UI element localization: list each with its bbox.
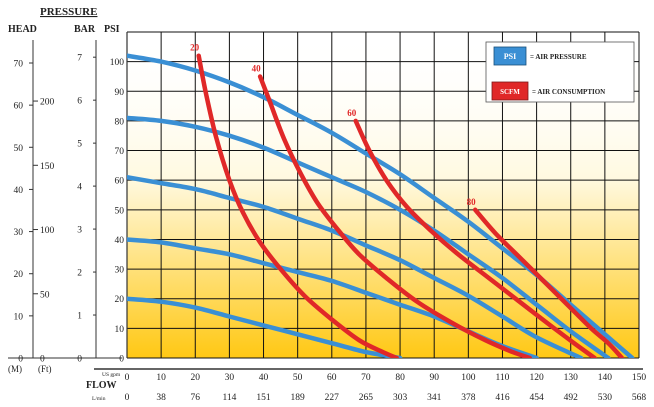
- psi-tick-label: 70: [115, 147, 125, 157]
- lmin-tick-label: 114: [222, 393, 236, 403]
- psi-curve-20: [127, 296, 403, 358]
- scfm-curve-20: [196, 53, 399, 358]
- scfm-curve-60: [353, 118, 597, 358]
- head-label: HEAD: [8, 24, 37, 35]
- unit-ft-label: (Ft): [38, 364, 52, 374]
- lmin-tick-label: 530: [598, 393, 613, 403]
- lmin-tick-label: 76: [191, 393, 201, 403]
- psi-label: PSI: [104, 24, 120, 35]
- head-ft-tick-label: 200: [40, 98, 55, 108]
- head-m-tick-label: 70: [14, 59, 24, 69]
- lmin-tick-label: 38: [156, 393, 166, 403]
- head-ft-tick-label: 50: [40, 290, 50, 300]
- bar-label: BAR: [74, 24, 96, 35]
- scfm-curve-40: [257, 74, 533, 358]
- gpm-tick-label: 150: [632, 373, 647, 383]
- head-ft-tick-label: 100: [40, 226, 55, 236]
- head-m-tick-label: 40: [14, 186, 24, 196]
- legend-scfm-swatch: [491, 81, 529, 101]
- gpm-tick-label: 130: [564, 373, 579, 383]
- lmin-tick-label: 378: [461, 393, 476, 403]
- series-lines: [127, 53, 635, 358]
- legend-scfm-swatch-text: SCFM: [500, 88, 520, 96]
- lmin-tick-label: 227: [325, 393, 340, 403]
- lmin-tick-label: 189: [291, 393, 306, 403]
- psi-tick-label: 0: [119, 355, 124, 365]
- lmin-tick-label: 454: [529, 393, 544, 403]
- usgpm-label: US gpm: [102, 372, 121, 378]
- scfm-label-40: 40: [252, 63, 262, 73]
- psi-tick-label: 20: [115, 295, 125, 305]
- legend-scfm-text: = AIR CONSUMPTION: [532, 88, 605, 96]
- scfm-label-60: 60: [347, 108, 357, 118]
- psi-curve-80: [127, 115, 611, 358]
- gpm-tick-label: 30: [225, 373, 235, 383]
- psi-tick-label: 40: [115, 236, 125, 246]
- bar-tick-label: 7: [77, 54, 82, 64]
- lmin-tick-label: 492: [564, 393, 579, 403]
- bar-tick-label: 2: [77, 269, 82, 279]
- legend-psi-swatch: [493, 46, 527, 66]
- gpm-tick-label: 50: [293, 373, 303, 383]
- gpm-tick-label: 0: [125, 373, 130, 383]
- psi-tick-label: 90: [115, 88, 125, 98]
- bar-tick-label: 1: [77, 312, 82, 322]
- lmin-tick-label: 151: [256, 393, 271, 403]
- axes: 0102030405060708090100012345670102030405…: [8, 32, 646, 403]
- lmin-tick-label: 0: [125, 393, 130, 403]
- head-m-tick-label: 50: [14, 144, 24, 154]
- legend-psi-swatch-text: PSI: [504, 52, 516, 61]
- psi-tick-label: 10: [115, 325, 125, 335]
- scfm-label-20: 20: [190, 43, 200, 53]
- psi-tick-label: 50: [115, 206, 125, 216]
- head-ft-tick-label: 150: [40, 162, 55, 172]
- psi-tick-label: 80: [115, 117, 125, 127]
- bar-tick-label: 4: [77, 183, 82, 193]
- bar-tick-label: 5: [77, 140, 82, 150]
- gpm-tick-label: 80: [395, 373, 405, 383]
- bar-tick-label: 6: [77, 97, 82, 107]
- lmin-tick-label: 341: [427, 393, 442, 403]
- lmin-tick-label: 303: [393, 393, 408, 403]
- gpm-tick-label: 140: [598, 373, 613, 383]
- series-labels: 20 40 60 80: [190, 43, 476, 207]
- gpm-tick-label: 110: [496, 373, 510, 383]
- lmin-label: L/min: [92, 396, 106, 402]
- pressure-title: PRESSURE: [40, 6, 97, 18]
- gpm-tick-label: 70: [361, 373, 371, 383]
- gpm-tick-label: 20: [191, 373, 201, 383]
- lmin-tick-label: 568: [632, 393, 647, 403]
- gpm-tick-label: 120: [529, 373, 544, 383]
- gpm-tick-label: 10: [156, 373, 166, 383]
- psi-curve-60: [127, 174, 584, 358]
- scfm-label-80: 80: [467, 197, 477, 207]
- gpm-tick-label: 90: [429, 373, 439, 383]
- unit-m-label: (M): [8, 364, 22, 374]
- flow-label: FLOW: [86, 380, 117, 391]
- head-m-tick-label: 10: [14, 312, 24, 322]
- gpm-tick-label: 60: [327, 373, 337, 383]
- legend: PSI = AIR PRESSURE SCFM = AIR CONSUMPTIO…: [485, 41, 635, 103]
- head-m-tick-label: 20: [14, 270, 24, 280]
- psi-tick-label: 60: [115, 177, 125, 187]
- bar-tick-label: 0: [77, 355, 82, 365]
- head-m-tick-label: 30: [14, 228, 24, 238]
- gpm-tick-label: 100: [461, 373, 476, 383]
- bar-tick-label: 3: [77, 226, 82, 236]
- psi-tick-label: 30: [115, 266, 125, 276]
- head-m-tick-label: 0: [18, 355, 23, 365]
- psi-tick-label: 100: [110, 58, 125, 68]
- lmin-tick-label: 265: [359, 393, 374, 403]
- lmin-tick-label: 416: [495, 393, 510, 403]
- head-m-tick-label: 60: [14, 102, 24, 112]
- head-ft-tick-label: 0: [40, 355, 45, 365]
- scfm-curve-80: [472, 207, 625, 358]
- gpm-tick-label: 40: [259, 373, 269, 383]
- legend-psi-text: = AIR PRESSURE: [530, 53, 587, 61]
